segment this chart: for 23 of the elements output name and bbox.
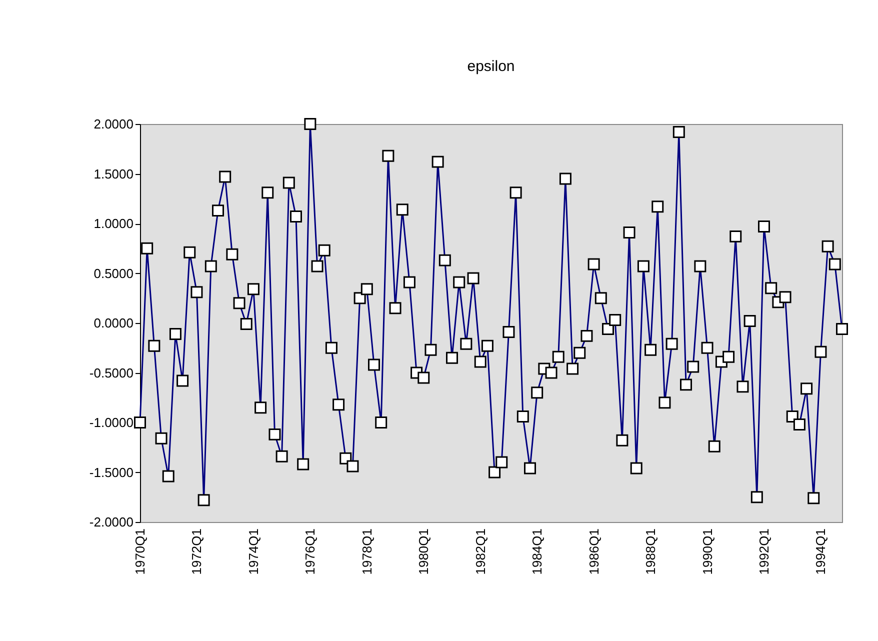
y-tick-label: 1.5000	[94, 166, 134, 182]
x-tick-label: 1984Q1	[530, 528, 545, 575]
x-tick-label: 1986Q1	[586, 528, 602, 575]
y-tick-label: 1.0000	[94, 216, 134, 231]
x-tick-label: 1980Q1	[416, 528, 432, 575]
x-tick-label: 1978Q1	[359, 528, 374, 575]
y-tick-label: 0.0000	[94, 316, 134, 330]
y-tick-label: -1.5000	[89, 464, 134, 480]
chart-title: epsilon	[467, 58, 515, 75]
x-tick-label: 1976Q1	[302, 528, 318, 575]
y-tick-label: -1.0000	[89, 415, 134, 430]
y-tick-label: 0.5000	[94, 266, 134, 281]
x-tick-label: 1988Q1	[643, 528, 658, 575]
y-tick-label: 2.0000	[94, 116, 134, 132]
y-tick-label: -0.5000	[89, 365, 134, 380]
x-tick-label: 1994Q1	[813, 528, 828, 575]
x-tick-label: 1992Q1	[756, 528, 772, 575]
y-tick-label: -2.0000	[89, 514, 134, 530]
x-tick-label: 1972Q1	[189, 528, 204, 575]
x-tick-label: 1982Q1	[472, 528, 488, 575]
x-tick-label: 1974Q1	[246, 528, 261, 575]
x-tick-label: 1970Q1	[132, 528, 148, 575]
x-tick-label: 1990Q1	[700, 528, 715, 575]
